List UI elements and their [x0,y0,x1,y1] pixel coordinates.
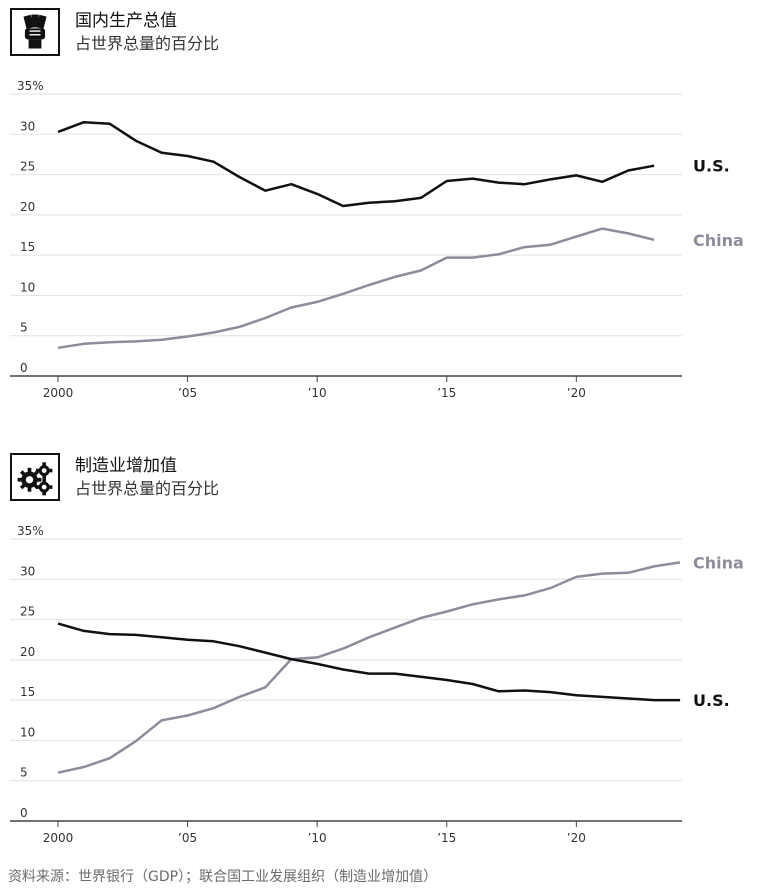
us-series-label: U.S. [693,691,730,710]
x-tick-label: ’20 [567,831,586,845]
y-tick-label: 15 [20,685,35,699]
source-note: 资料来源：世界银行（GDP）；联合国工业发展组织（制造业增加值） [8,869,438,885]
y-tick-label: 30 [20,119,35,133]
y-tick-label: 20 [20,200,35,214]
manufacturing-line-chart: 35% 30 25 20 15 10 5 0 2000 ’05 ’10 ’15 ’20 China U.S. [10,524,744,845]
us-series-line [57,622,680,702]
us-series-line [57,120,655,208]
gears-icon [10,453,60,501]
gdp-line-chart: 35% 30 25 20 15 10 5 0 2000 ’05 ’10 ’15 ’20 U.S. China [10,79,744,400]
y-tick-label: 10 [20,280,35,294]
china-series-line [57,561,681,774]
x-tick-label: ’15 [437,386,456,400]
gdp-chart-panel: 国内生产总值 占世界总量的百分比 35% 30 25 20 15 10 5 0 2000 ’05 ’… [10,8,744,400]
manufacturing-chart-panel: 制造业增加值 占世界总量的百分比 35% 30 25 20 15 10 5 0 2000 ’05 ’… [0,445,758,860]
chart-subtitle: 占世界总量的百分比 [75,34,220,53]
y-tick-label: 35% [17,524,44,538]
y-tick-label: 5 [20,321,28,335]
y-tick-label: 25 [20,605,35,619]
china-series-label: China [693,553,744,572]
china-series-label: China [693,231,744,250]
x-tick-label: ’20 [567,386,586,400]
y-tick-label: 15 [20,240,35,254]
y-tick-label: 25 [20,160,35,174]
y-tick-label: 20 [20,645,35,659]
y-tick-label: 10 [20,725,35,739]
y-tick-label: 35% [17,79,44,93]
money-hand-icon [10,8,60,56]
y-tick-label: 30 [20,564,35,578]
chart-title: 国内生产总值 [75,11,177,31]
y-tick-label: 5 [20,766,28,780]
x-tick-label: ’10 [308,386,327,400]
x-tick-label: 2000 [43,386,74,400]
y-tick-label: 0 [20,361,28,375]
x-tick-label: ’05 [178,386,197,400]
china-series-line [57,227,655,350]
chart-title: 制造业增加值 [75,456,177,476]
y-tick-label: 0 [20,806,28,820]
chart-subtitle: 占世界总量的百分比 [75,479,220,498]
x-tick-label: ’10 [308,831,327,845]
x-tick-label: ’05 [178,831,197,845]
us-series-label: U.S. [693,157,730,176]
x-tick-label: 2000 [43,831,74,845]
x-tick-label: ’15 [437,831,456,845]
